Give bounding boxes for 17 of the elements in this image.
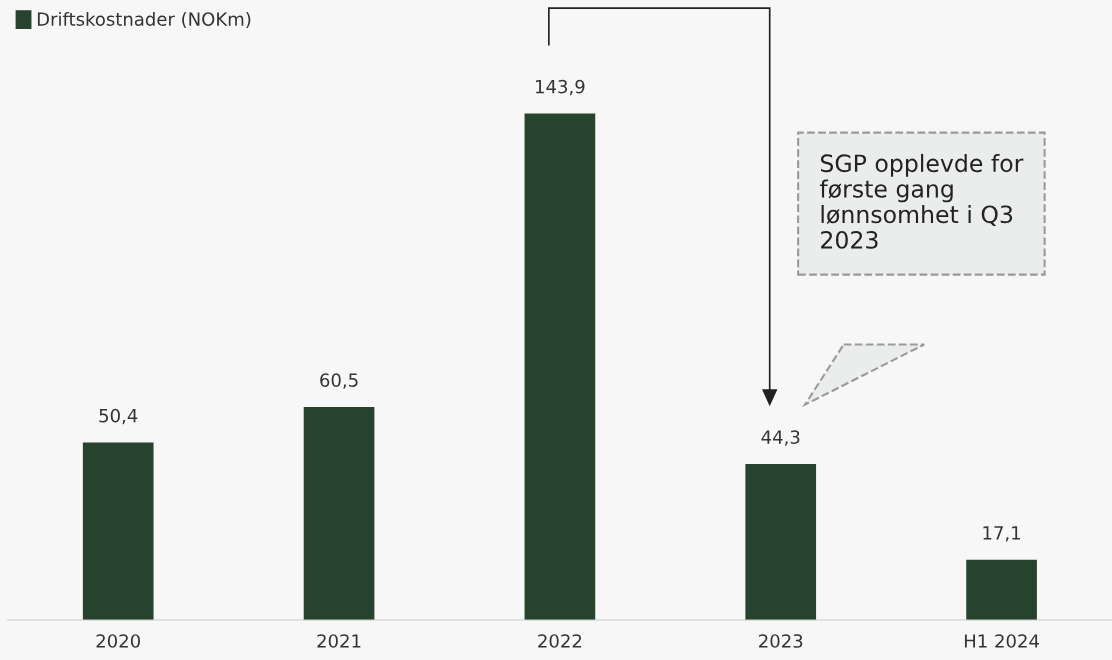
x-tick-label: H1 2024 xyxy=(964,634,1039,648)
annotation: SGP opplevde for første gang lønnsomhet i Q3 2023 xyxy=(819,153,1024,249)
bar xyxy=(966,559,1037,620)
x-tick-label: 2022 xyxy=(538,634,582,648)
data-label: 50,4 xyxy=(99,408,138,425)
bar xyxy=(745,464,817,620)
bar xyxy=(303,407,375,620)
bar xyxy=(82,442,154,620)
data-label: 60,5 xyxy=(320,373,358,389)
x-tick-label: 2020 xyxy=(96,634,140,648)
data-label: 17,1 xyxy=(983,526,1021,542)
x-tick-label: 2023 xyxy=(759,634,803,648)
legend-label: Driftskostnader (NOKm) xyxy=(37,11,251,29)
data-label: 143,9 xyxy=(536,79,585,96)
data-label: 44,3 xyxy=(761,430,800,446)
x-tick-label: 2021 xyxy=(317,634,361,648)
bar xyxy=(524,113,596,620)
